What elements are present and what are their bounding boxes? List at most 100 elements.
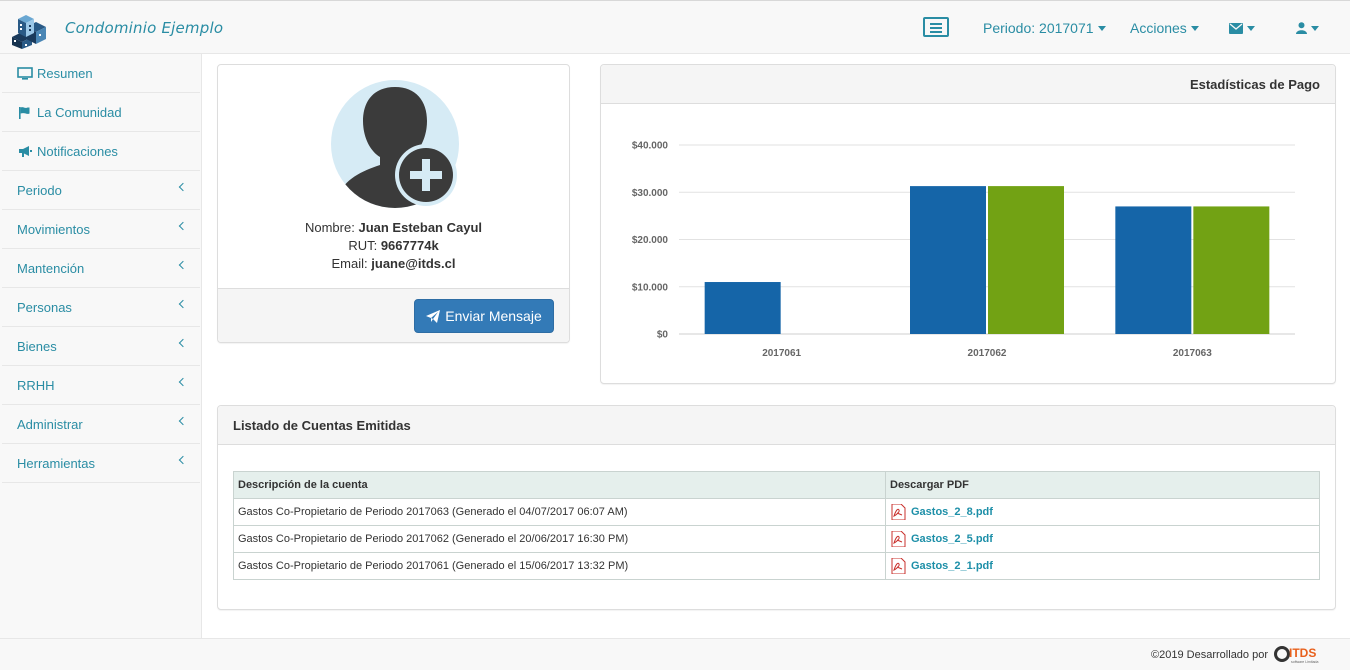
sidebar-item-herramientas[interactable]: Herramientas — [2, 444, 200, 483]
sidebar-item-label: La Comunidad — [37, 104, 122, 120]
bar — [1115, 206, 1192, 334]
chevron-left-icon — [178, 221, 188, 231]
chevron-left-icon — [178, 377, 188, 387]
sidebar-item-label: Notificaciones — [37, 143, 118, 159]
svg-text:software Limitada: software Limitada — [1291, 660, 1318, 664]
sidebar-item-label: Resumen — [37, 65, 93, 81]
sidebar-item-la-comunidad[interactable]: La Comunidad — [2, 93, 200, 132]
footer: ©2019 Desarrollado por ITDS software Lim… — [0, 638, 1350, 670]
main-content: Nombre: Juan Esteban Cayul RUT: 9667774k… — [202, 54, 1350, 638]
pdf-download-cell: Gastos_2_5.pdf — [885, 525, 1320, 553]
profile-email: juane@itds.cl — [371, 256, 456, 271]
stats-title: Estadísticas de Pago — [1189, 76, 1320, 92]
caret-down-icon — [1190, 25, 1199, 31]
sidebar-item-bienes[interactable]: Bienes — [2, 327, 200, 366]
building-logo-icon — [12, 15, 46, 49]
bar — [910, 186, 986, 334]
acciones-dropdown[interactable]: Acciones — [1130, 1, 1199, 55]
y-tick-label: $10.000 — [632, 282, 669, 293]
account-description: Gastos Co-Propietario de Periodo 2017061… — [233, 552, 886, 580]
accounts-panel-heading: Listado de Cuentas Emitidas — [218, 406, 1335, 445]
x-tick-label: 2017061 — [762, 348, 801, 359]
chevron-left-icon — [178, 260, 188, 270]
profile-panel: Nombre: Juan Esteban Cayul RUT: 9667774k… — [217, 64, 570, 343]
paper-plane-icon — [426, 309, 441, 323]
bar — [1193, 206, 1270, 334]
sidebar-item-label: RRHH — [17, 377, 55, 393]
sidebar-item-label: Periodo — [17, 182, 62, 198]
sidebar-item-resumen[interactable]: Resumen — [2, 54, 200, 93]
sidebar-item-notificaciones[interactable]: Notificaciones — [2, 132, 200, 171]
stats-panel-title: Estadísticas de Pago — [601, 65, 1335, 104]
pdf-download-link[interactable]: Gastos_2_5.pdf — [911, 533, 993, 545]
caret-down-icon — [1311, 25, 1319, 31]
messages-dropdown[interactable] — [1229, 1, 1255, 55]
periodo-dropdown[interactable]: Periodo: 2017071 — [983, 1, 1106, 55]
sidebar-item-rrhh[interactable]: RRHH — [2, 366, 200, 405]
sidebar-item-movimientos[interactable]: Movimientos — [2, 210, 200, 249]
sidebar: Resumen La Comunidad Notificaciones Peri… — [0, 54, 202, 638]
pdf-download-cell: Gastos_2_8.pdf — [885, 498, 1320, 526]
table-row: Gastos Co-Propietario de Periodo 2017062… — [233, 525, 1320, 553]
sidebar-item-administrar[interactable]: Administrar — [2, 405, 200, 444]
send-message-button[interactable]: Enviar Mensaje — [414, 299, 554, 333]
chevron-left-icon — [178, 338, 188, 348]
bar — [704, 282, 781, 334]
periodo-label: Periodo: 2017071 — [983, 20, 1094, 36]
sidebar-item-label: Herramientas — [17, 455, 96, 471]
x-tick-label: 2017062 — [968, 348, 1007, 359]
pdf-download-link[interactable]: Gastos_2_8.pdf — [911, 506, 993, 518]
column-header-description: Descripción de la cuenta — [233, 471, 886, 499]
account-description: Gastos Co-Propietario de Periodo 2017063… — [233, 498, 886, 526]
user-dropdown[interactable] — [1296, 1, 1319, 55]
pdf-download-link[interactable]: Gastos_2_1.pdf — [911, 560, 993, 572]
account-description: Gastos Co-Propietario de Periodo 2017062… — [233, 525, 886, 553]
sidebar-item-label: Administrar — [17, 416, 83, 432]
table-row: Gastos Co-Propietario de Periodo 2017063… — [233, 498, 1320, 526]
sidebar-toggle-button[interactable] — [923, 17, 949, 37]
profile-name-label: Nombre: — [304, 220, 355, 235]
chevron-left-icon — [178, 455, 188, 465]
top-navbar: Condominio Ejemplo Periodo: 2017071 Acci… — [0, 0, 1350, 54]
profile-email-label: Email: — [331, 256, 368, 271]
sidebar-item-label: Personas — [17, 299, 72, 315]
pdf-file-icon — [891, 531, 906, 547]
table-header-row: Descripción de la cuenta Descargar PDF — [233, 471, 1320, 499]
sidebar-item-mantencion[interactable]: Mantención — [2, 249, 200, 288]
pdf-file-icon — [891, 558, 906, 574]
sidebar-item-periodo[interactable]: Periodo — [2, 171, 200, 210]
profile-email-line: Email: juane@itds.cl — [218, 256, 569, 271]
y-tick-label: $30.000 — [632, 188, 669, 199]
svg-text:ITDS: ITDS — [1289, 646, 1316, 660]
pdf-download-cell: Gastos_2_1.pdf — [885, 552, 1320, 580]
y-tick-label: $40.000 — [632, 141, 669, 152]
brand[interactable]: Condominio Ejemplo — [8, 7, 223, 49]
y-tick-label: $20.000 — [632, 235, 669, 246]
chevron-left-icon — [178, 416, 188, 426]
profile-footer: Enviar Mensaje — [218, 288, 569, 342]
pdf-file-icon — [891, 504, 906, 520]
sidebar-item-label: Movimientos — [17, 221, 90, 237]
profile-name-line: Nombre: Juan Esteban Cayul — [218, 220, 569, 235]
y-tick-label: $0 — [657, 330, 669, 341]
table-row: Gastos Co-Propietario de Periodo 2017061… — [233, 552, 1320, 580]
flag-icon — [19, 106, 30, 119]
sidebar-item-label: Bienes — [17, 338, 57, 354]
profile-rut-line: RUT: 9667774k — [218, 238, 569, 253]
caret-down-icon — [1247, 25, 1255, 31]
payment-bar-chart: $0 $10.000 $20.000 $30.000 $40.000 2017061 201… — [632, 141, 1295, 359]
avatar-add-user-icon — [331, 80, 459, 208]
x-tick-label: 2017063 — [1173, 348, 1212, 359]
sidebar-item-personas[interactable]: Personas — [2, 288, 200, 327]
chevron-left-icon — [178, 182, 188, 192]
itds-logo: ITDS software Limitada — [1274, 646, 1318, 664]
send-message-label: Enviar Mensaje — [445, 308, 542, 324]
app-title: Condominio Ejemplo — [65, 19, 224, 37]
profile-name: Juan Esteban Cayul — [358, 220, 483, 235]
accounts-panel: Listado de Cuentas Emitidas Descripción … — [217, 405, 1336, 610]
column-header-pdf: Descargar PDF — [885, 471, 1320, 499]
profile-rut-label: RUT: — [348, 238, 378, 253]
monitor-icon — [17, 66, 33, 80]
acciones-label: Acciones — [1130, 20, 1187, 36]
caret-down-icon — [1097, 25, 1106, 31]
